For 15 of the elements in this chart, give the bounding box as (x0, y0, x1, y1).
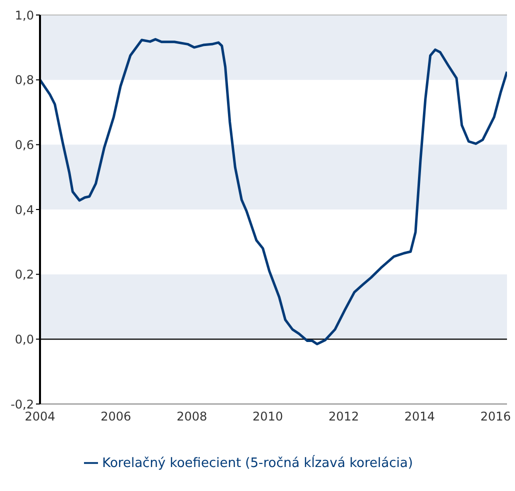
y-tick-label: 1,0 (14, 8, 34, 22)
x-tick-label: 2004 (24, 410, 56, 424)
y-tick-label: 0,0 (14, 332, 34, 346)
x-tick-label: 2014 (404, 410, 435, 424)
x-tick-label: 2008 (176, 410, 208, 424)
y-tick-label: 0,6 (14, 138, 34, 152)
y-tick-label: 0,2 (14, 268, 34, 282)
x-tick-label: 2012 (328, 410, 360, 424)
y-tick-label: -0,2 (10, 397, 34, 412)
x-tick-label: 2006 (100, 410, 132, 424)
y-tick-label: 0,4 (14, 202, 34, 217)
x-tick-label: 2016 (480, 410, 511, 424)
x-tick-label: 2010 (252, 410, 284, 424)
y-tick-label: 0,8 (14, 73, 34, 88)
legend-label: Korelačný koefiecient (5-ročná kĺzavá korelácia) (102, 456, 413, 471)
